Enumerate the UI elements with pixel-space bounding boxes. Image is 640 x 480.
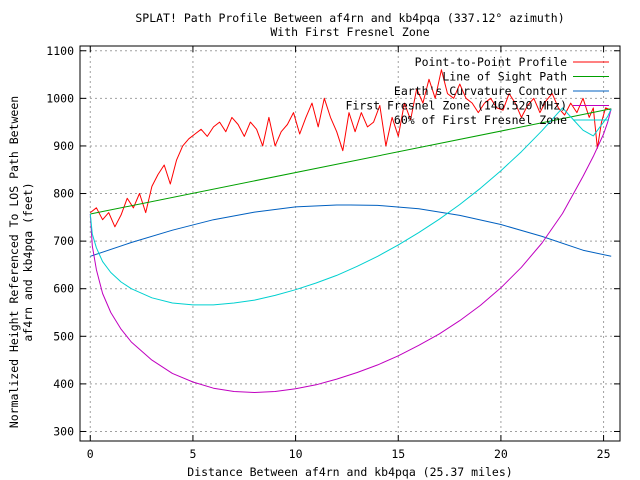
y-axis-label-line2: af4rn and kb4pqa (feet) [21,182,35,341]
series-group [89,69,612,393]
y-tick-label: 600 [53,282,74,296]
y-tick-label: 700 [53,234,74,248]
x-tick-label: 10 [289,447,303,461]
series-line-60-of-first-fresnel-zone [89,107,612,306]
y-axis-label-line1: Normalized Height Referenced To LOS Path… [7,96,21,428]
y-tick-label: 400 [53,377,74,391]
x-tick-label: 15 [391,447,405,461]
series-line-point-to-point-profile [89,69,612,228]
x-tick-label: 20 [494,447,508,461]
y-tick-label: 500 [53,329,74,343]
series-line-first-fresnel-zone-146-520-mhz [89,108,612,393]
y-tick-label: 1000 [46,91,74,105]
chart-title-line2: With First Fresnel Zone [270,25,429,39]
legend-label: Point-to-Point Profile [415,55,567,69]
x-tick-label: 5 [189,447,196,461]
y-tick-label: 800 [53,187,74,201]
series-line-earth-s-curvature-contour [90,204,612,257]
legend-label: First Fresnel Zone (146.520 MHz) [345,99,567,113]
x-tick-label: 0 [87,447,94,461]
plot-frame [79,45,621,442]
axis-ticks: 0 5 10 15 20 25 300 400 500 600 700 800 900 1000 1100 [46,44,620,461]
legend-label: 60% of First Fresnel Zone [394,113,567,127]
grid [80,46,620,441]
chart-title-line1: SPLAT! Path Profile Between af4rn and kb… [135,11,564,25]
y-tick-label: 300 [53,424,74,438]
x-axis-label: Distance Between af4rn and kb4pqa (25.37… [187,465,512,479]
x-tick-label: 25 [597,447,611,461]
series-line-line-of-sight-path [90,108,612,215]
y-tick-label: 900 [53,139,74,153]
legend-label: Earth's Curvature Contour [394,84,567,98]
y-tick-label: 1100 [46,44,74,58]
legend-label: Line of Sight Path [442,70,567,84]
